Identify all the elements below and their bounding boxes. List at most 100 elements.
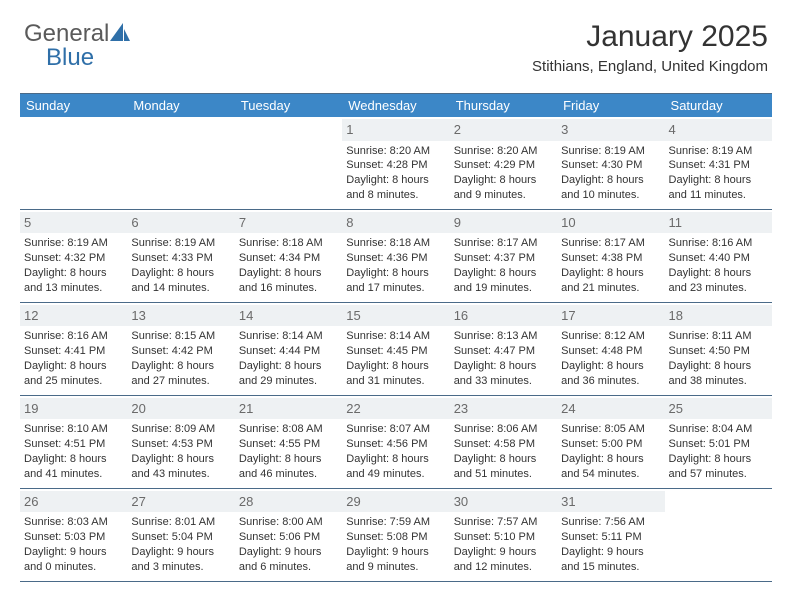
day-cell: 27Sunrise: 8:01 AMSunset: 5:04 PMDayligh… [127, 489, 234, 581]
day-number: 28 [235, 491, 342, 513]
sunset-text: Sunset: 4:42 PM [131, 344, 230, 359]
sunrise-text: Sunrise: 8:10 AM [24, 422, 123, 437]
day-number: 24 [557, 398, 664, 420]
sunset-text: Sunset: 5:01 PM [669, 437, 768, 452]
sunset-text: Sunset: 4:40 PM [669, 251, 768, 266]
daylight-text: Daylight: 8 hours and 49 minutes. [346, 452, 445, 482]
day-cell: 23Sunrise: 8:06 AMSunset: 4:58 PMDayligh… [450, 396, 557, 488]
day-cell: 15Sunrise: 8:14 AMSunset: 4:45 PMDayligh… [342, 303, 449, 395]
sunrise-text: Sunrise: 8:06 AM [454, 422, 553, 437]
day-cell: 1Sunrise: 8:20 AMSunset: 4:28 PMDaylight… [342, 117, 449, 209]
day-cell: 8Sunrise: 8:18 AMSunset: 4:36 PMDaylight… [342, 210, 449, 302]
sunrise-text: Sunrise: 8:03 AM [24, 515, 123, 530]
daylight-text: Daylight: 8 hours and 17 minutes. [346, 266, 445, 296]
sunrise-text: Sunrise: 8:18 AM [239, 236, 338, 251]
sunset-text: Sunset: 5:11 PM [561, 530, 660, 545]
day-header: Monday [127, 94, 234, 117]
day-cell [235, 117, 342, 209]
day-number: 31 [557, 491, 664, 513]
sunset-text: Sunset: 4:53 PM [131, 437, 230, 452]
day-number: 21 [235, 398, 342, 420]
sunset-text: Sunset: 4:45 PM [346, 344, 445, 359]
day-cell: 13 Sunrise: 8:15 AMSunset: 4:42 PMDayligh… [127, 303, 234, 395]
day-number: 4 [665, 119, 772, 141]
day-cell: 24Sunrise: 8:05 AMSunset: 5:00 PMDayligh… [557, 396, 664, 488]
sunrise-text: Sunrise: 8:17 AM [561, 236, 660, 251]
day-number: 13 [127, 305, 234, 327]
sunset-text: Sunset: 4:31 PM [669, 158, 768, 173]
daylight-text: Daylight: 8 hours and 33 minutes. [454, 359, 553, 389]
sunrise-text: Sunrise: 8:13 AM [454, 329, 553, 344]
title-block: January 2025 Stithians, England, United … [532, 20, 768, 75]
day-cell: 22Sunrise: 8:07 AMSunset: 4:56 PMDayligh… [342, 396, 449, 488]
day-cell: 4Sunrise: 8:19 AMSunset: 4:31 PMDaylight… [665, 117, 772, 209]
sunrise-text: Sunrise: 8:19 AM [131, 236, 230, 251]
sunrise-text: Sunrise: 8:18 AM [346, 236, 445, 251]
month-title: January 2025 [532, 20, 768, 54]
sunset-text: Sunset: 4:41 PM [24, 344, 123, 359]
day-cell: 3Sunrise: 8:19 AMSunset: 4:30 PMDaylight… [557, 117, 664, 209]
sunset-text: Sunset: 5:06 PM [239, 530, 338, 545]
sunrise-text: Sunrise: 7:56 AM [561, 515, 660, 530]
day-number: 14 [235, 305, 342, 327]
day-header: Friday [557, 94, 664, 117]
day-cell [665, 489, 772, 581]
day-number: 27 [127, 491, 234, 513]
week-row: 5Sunrise: 8:19 AMSunset: 4:32 PMDaylight… [20, 210, 772, 303]
day-number: 6 [127, 212, 234, 234]
daylight-text: Daylight: 9 hours and 9 minutes. [346, 545, 445, 575]
sunrise-text: Sunrise: 8:15 AM [131, 329, 230, 344]
sunset-text: Sunset: 4:50 PM [669, 344, 768, 359]
sunset-text: Sunset: 4:37 PM [454, 251, 553, 266]
day-number: 2 [450, 119, 557, 141]
day-number: 19 [20, 398, 127, 420]
day-number: 26 [20, 491, 127, 513]
day-cell: 31 Sunrise: 7:56 AMSunset: 5:11 PMDayligh… [557, 489, 664, 581]
day-cell: 5Sunrise: 8:19 AMSunset: 4:32 PMDaylight… [20, 210, 127, 302]
daylight-text: Daylight: 8 hours and 29 minutes. [239, 359, 338, 389]
week-row: 1Sunrise: 8:20 AMSunset: 4:28 PMDaylight… [20, 117, 772, 210]
day-cell: 16Sunrise: 8:13 AMSunset: 4:47 PMDayligh… [450, 303, 557, 395]
daylight-text: Daylight: 9 hours and 15 minutes. [561, 545, 660, 575]
day-header: Sunday [20, 94, 127, 117]
daylight-text: Daylight: 8 hours and 9 minutes. [454, 173, 553, 203]
calendar-grid: Sunday Monday Tuesday Wednesday Thursday… [20, 93, 772, 582]
day-cell: 19Sunrise: 8:10 AMSunset: 4:51 PMDayligh… [20, 396, 127, 488]
day-cell: 26Sunrise: 8:03 AMSunset: 5:03 PMDayligh… [20, 489, 127, 581]
sunrise-text: Sunrise: 7:59 AM [346, 515, 445, 530]
daylight-text: Daylight: 8 hours and 31 minutes. [346, 359, 445, 389]
day-header: Wednesday [342, 94, 449, 117]
daylight-text: Daylight: 8 hours and 14 minutes. [131, 266, 230, 296]
sunset-text: Sunset: 4:56 PM [346, 437, 445, 452]
daylight-text: Daylight: 8 hours and 43 minutes. [131, 452, 230, 482]
sunset-text: Sunset: 4:28 PM [346, 158, 445, 173]
sunrise-text: Sunrise: 7:57 AM [454, 515, 553, 530]
day-cell: 14 Sunrise: 8:14 AMSunset: 4:44 PMDayligh… [235, 303, 342, 395]
sunrise-text: Sunrise: 8:11 AM [669, 329, 768, 344]
day-cell [20, 117, 127, 209]
day-cell: 28Sunrise: 8:00 AMSunset: 5:06 PMDayligh… [235, 489, 342, 581]
daylight-text: Daylight: 9 hours and 6 minutes. [239, 545, 338, 575]
daylight-text: Daylight: 8 hours and 27 minutes. [131, 359, 230, 389]
week-row: 12Sunrise: 8:16 AMSunset: 4:41 PMDayligh… [20, 303, 772, 396]
sunrise-text: Sunrise: 8:14 AM [239, 329, 338, 344]
week-row: 26 Sunrise: 8:03 AMSunset: 5:03 PM Dayligh… [20, 489, 772, 582]
day-cell: 30Sunrise: 7:57 AMSunset: 5:10 PMDayligh… [450, 489, 557, 581]
day-cell: 29Sunrise: 7:59 AMSunset: 5:08 PMDayligh… [342, 489, 449, 581]
day-number: 18 [665, 305, 772, 327]
day-number: 10 [557, 212, 664, 234]
sunset-text: Sunset: 4:58 PM [454, 437, 553, 452]
daylight-text: Daylight: 8 hours and 25 minutes. [24, 359, 123, 389]
sunset-text: Sunset: 5:03 PM [24, 530, 123, 545]
day-header: Saturday [665, 94, 772, 117]
sunrise-text: Sunrise: 8:16 AM [24, 329, 123, 344]
sunset-text: Sunset: 4:32 PM [24, 251, 123, 266]
sunrise-text: Sunrise: 8:14 AM [346, 329, 445, 344]
day-header: Thursday [450, 94, 557, 117]
sunset-text: Sunset: 5:00 PM [561, 437, 660, 452]
week-row: 19Sunrise: 8:10 AMSunset: 4:51 PMDayligh… [20, 396, 772, 489]
day-cell: 6Sunrise: 8:19 AMSunset: 4:33 PMDaylight… [127, 210, 234, 302]
day-number: 1 [342, 119, 449, 141]
sunset-text: Sunset: 4:44 PM [239, 344, 338, 359]
daylight-text: Daylight: 8 hours and 57 minutes. [669, 452, 768, 482]
